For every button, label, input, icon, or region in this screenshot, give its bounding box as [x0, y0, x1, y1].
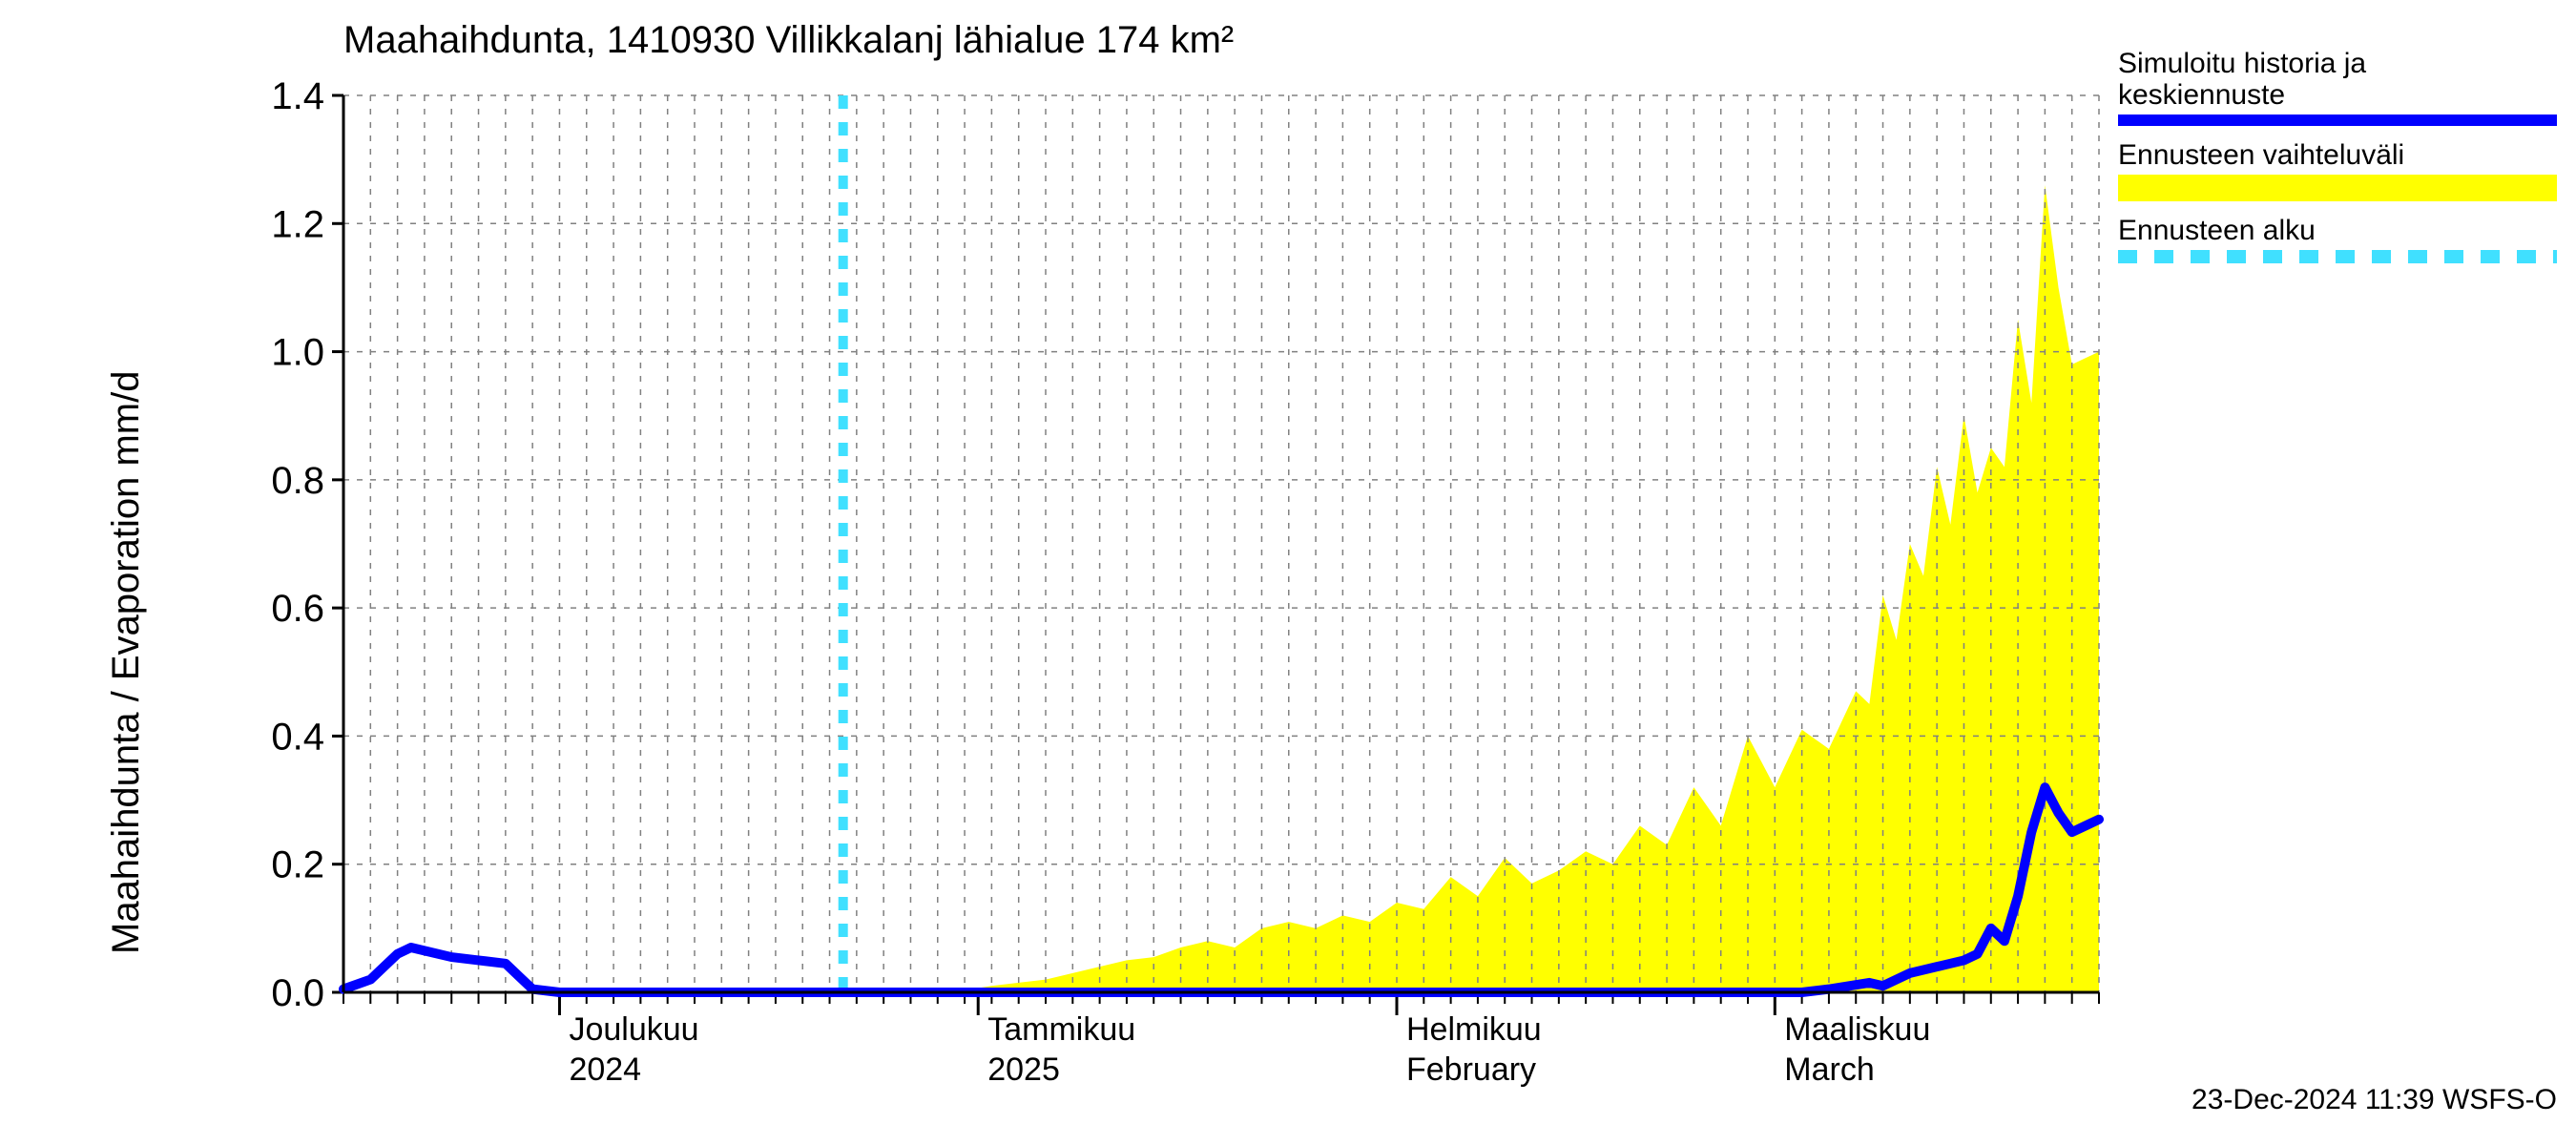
- legend-label: Simuloitu historia ja keskiennuste: [2118, 48, 2557, 111]
- x-tick-label-sub: March: [1784, 1051, 1874, 1088]
- legend-swatch: [2118, 250, 2557, 263]
- y-tick-label: 0.6: [271, 588, 324, 630]
- x-tick-label-sub: 2025: [987, 1051, 1060, 1088]
- chart-legend: Simuloitu historia ja keskiennuste Ennust…: [2118, 48, 2557, 277]
- legend-label: Ennusteen alku: [2118, 215, 2557, 246]
- forecast-range-area: [343, 185, 2099, 992]
- y-tick-label: 0.4: [271, 716, 324, 758]
- legend-swatch: [2118, 175, 2557, 201]
- y-tick-label: 1.2: [271, 203, 324, 245]
- chart-container: Maahaihdunta, 1410930 Villikkalanj lähia…: [0, 0, 2576, 1145]
- legend-entry: Simuloitu historia ja keskiennuste: [2118, 48, 2557, 126]
- chart-title: Maahaihdunta, 1410930 Villikkalanj lähia…: [343, 19, 1234, 62]
- legend-entry: Ennusteen alku: [2118, 215, 2557, 263]
- y-tick-label: 0.0: [271, 972, 324, 1014]
- y-tick-label: 1.4: [271, 75, 324, 117]
- chart-footer-timestamp: 23-Dec-2024 11:39 WSFS-O: [2192, 1084, 2557, 1116]
- y-tick-label: 0.2: [271, 844, 324, 886]
- x-tick-label: Tammikuu: [987, 1011, 1135, 1048]
- x-tick-label: Maaliskuu: [1784, 1011, 1930, 1048]
- y-tick-label: 0.8: [271, 460, 324, 502]
- y-axis-label: Maahaihdunta / Evaporation mm/d: [105, 371, 148, 954]
- x-tick-label: Joulukuu: [569, 1011, 698, 1048]
- legend-entry: Ennusteen vaihteluväli: [2118, 139, 2557, 201]
- x-tick-label: Helmikuu: [1406, 1011, 1542, 1048]
- x-tick-label-sub: 2024: [569, 1051, 641, 1088]
- legend-swatch: [2118, 114, 2557, 126]
- legend-label: Ennusteen vaihteluväli: [2118, 139, 2557, 171]
- y-tick-label: 1.0: [271, 332, 324, 374]
- x-tick-label-sub: February: [1406, 1051, 1536, 1088]
